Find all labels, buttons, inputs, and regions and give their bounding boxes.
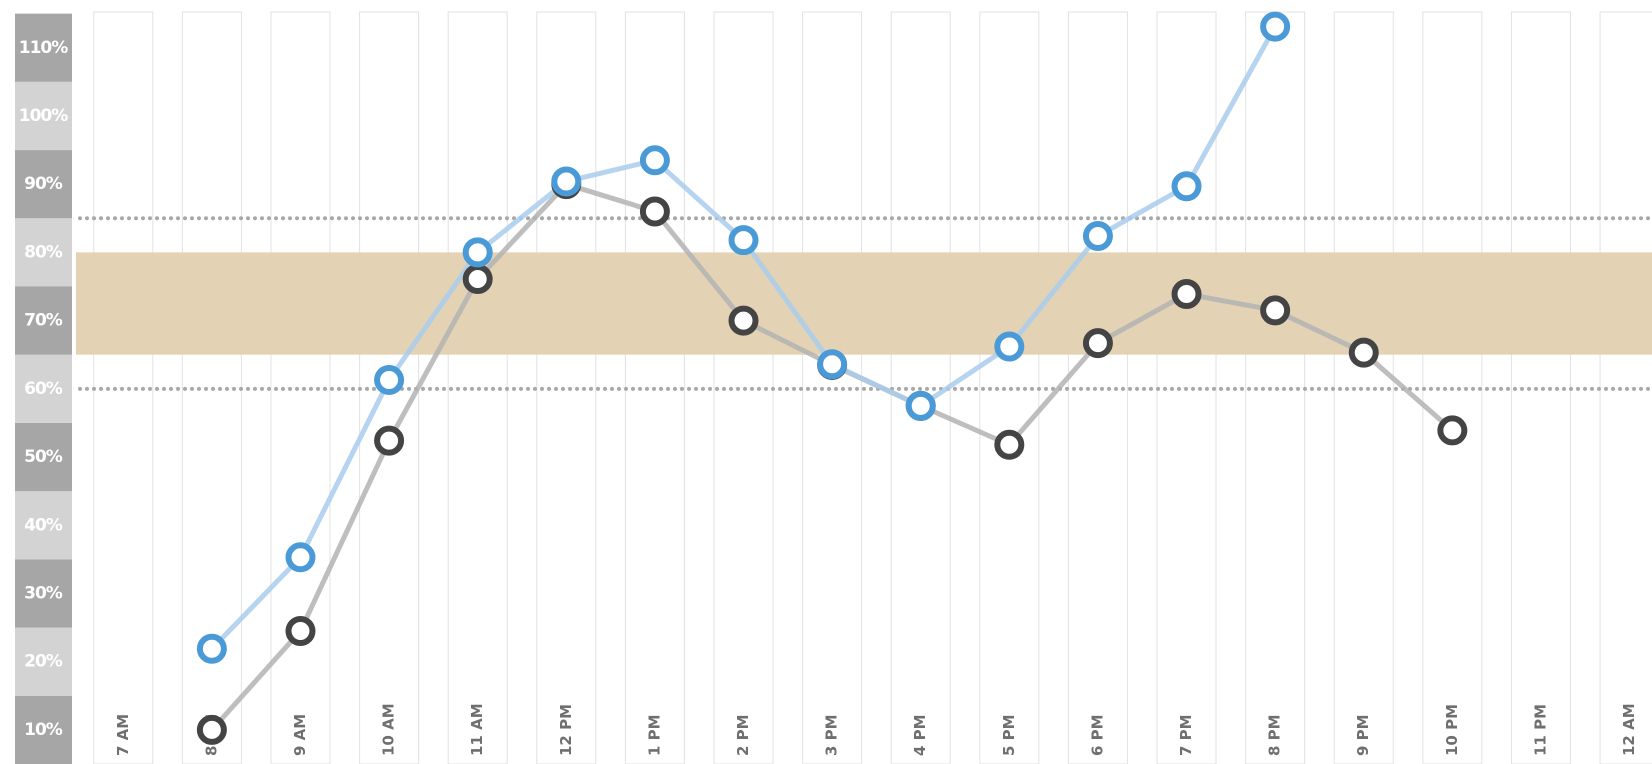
series-marker bbox=[1437, 415, 1468, 446]
y-tick-band bbox=[15, 13, 72, 82]
y-tick-label: 90% bbox=[24, 174, 63, 194]
x-tick-label: 6 PM bbox=[1088, 714, 1106, 756]
target-band bbox=[76, 252, 1652, 355]
series-marker bbox=[551, 166, 582, 197]
x-tick-label: 2 PM bbox=[734, 714, 752, 756]
series-marker bbox=[1082, 221, 1113, 252]
series-marker bbox=[1348, 337, 1379, 368]
series-marker bbox=[285, 615, 316, 646]
series-marker bbox=[462, 263, 493, 294]
y-tick-label: 40% bbox=[24, 515, 63, 535]
series-marker bbox=[639, 145, 670, 176]
series-marker bbox=[462, 237, 493, 268]
series-marker bbox=[374, 364, 405, 395]
y-tick-label: 110% bbox=[19, 38, 68, 58]
y-tick-label: 70% bbox=[24, 311, 63, 331]
y-tick-band bbox=[15, 491, 72, 560]
x-tick-label: 3 PM bbox=[823, 714, 841, 756]
series-marker bbox=[817, 349, 848, 380]
x-tick-label: 9 AM bbox=[291, 714, 309, 756]
series-marker bbox=[905, 390, 936, 421]
x-tick-label: 4 PM bbox=[911, 714, 929, 756]
y-tick-band bbox=[15, 81, 72, 151]
series-marker bbox=[994, 331, 1025, 362]
column bbox=[802, 11, 863, 764]
y-tick-label: 80% bbox=[24, 242, 63, 262]
series-marker bbox=[728, 305, 759, 336]
series-marker bbox=[374, 425, 405, 456]
y-tick-band bbox=[15, 627, 72, 696]
x-tick-label: 5 PM bbox=[1000, 714, 1018, 756]
y-tick-band bbox=[15, 559, 72, 628]
column bbox=[1067, 11, 1128, 764]
x-tick-label: 12 AM bbox=[1620, 703, 1638, 756]
series-marker bbox=[1171, 279, 1202, 310]
x-tick-label: 10 PM bbox=[1443, 704, 1461, 756]
series-marker bbox=[1260, 295, 1291, 326]
x-tick-label: 1 PM bbox=[645, 714, 663, 756]
series-marker bbox=[196, 633, 227, 664]
series-marker bbox=[285, 542, 316, 573]
column bbox=[536, 11, 597, 764]
y-tick-label: 10% bbox=[24, 720, 63, 740]
series-marker bbox=[994, 429, 1025, 460]
y-tick-band bbox=[15, 354, 72, 423]
series-marker bbox=[196, 714, 227, 745]
column bbox=[1333, 11, 1394, 764]
y-tick-band bbox=[15, 150, 72, 219]
y-tick-label: 100% bbox=[19, 106, 68, 126]
y-tick-band bbox=[15, 422, 72, 492]
x-tick-label: 7 PM bbox=[1177, 714, 1195, 756]
y-tick-band bbox=[15, 218, 72, 287]
y-tick-band bbox=[15, 286, 72, 355]
x-tick-label: 11 AM bbox=[468, 703, 486, 756]
x-tick-label: 7 AM bbox=[114, 714, 132, 756]
series-marker bbox=[1082, 328, 1113, 359]
series-marker bbox=[1171, 171, 1202, 202]
y-tick-band bbox=[15, 695, 72, 764]
series-marker bbox=[728, 225, 759, 256]
x-tick-label: 8 PM bbox=[1266, 714, 1284, 756]
y-tick-label: 60% bbox=[24, 379, 63, 399]
x-tick-label: 9 PM bbox=[1354, 714, 1372, 756]
x-tick-label: 11 PM bbox=[1531, 704, 1549, 756]
y-tick-label: 50% bbox=[24, 447, 63, 467]
x-tick-label: 12 PM bbox=[557, 704, 575, 756]
series-marker bbox=[1260, 11, 1291, 42]
series-marker bbox=[639, 196, 670, 227]
y-tick-label: 20% bbox=[24, 652, 63, 672]
y-tick-label: 30% bbox=[24, 583, 63, 603]
x-tick-label: 10 AM bbox=[380, 703, 398, 756]
